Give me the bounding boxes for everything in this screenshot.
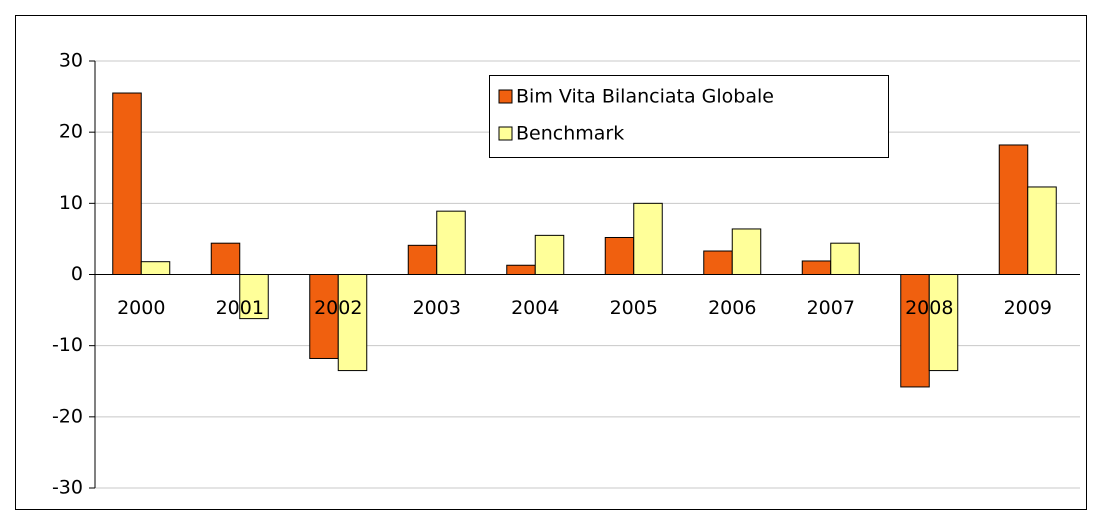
bar (337, 274, 368, 372)
y-tick-label: 0 (71, 263, 83, 285)
bar (407, 244, 438, 276)
y-tick-label: -10 (52, 334, 83, 356)
x-tick-label: 2004 (511, 297, 559, 319)
legend-box (489, 75, 889, 158)
legend-label: Benchmark (516, 123, 624, 145)
x-tick-label: 2002 (314, 297, 362, 319)
bar (900, 274, 930, 388)
x-tick-label: 2008 (905, 297, 953, 319)
x-tick-label: 2001 (216, 297, 264, 319)
y-tick-label: 10 (59, 192, 83, 214)
bar (436, 210, 466, 275)
x-tick-label: 2006 (708, 297, 756, 319)
y-tick-label: 20 (59, 121, 83, 143)
x-tick-label: 2003 (413, 297, 461, 319)
x-tick-label: 2005 (610, 297, 658, 319)
bar (703, 250, 733, 275)
y-tick-label: 30 (59, 50, 83, 72)
bar (140, 261, 171, 276)
legend-swatch (498, 126, 513, 141)
bar (801, 260, 832, 275)
y-tick-label: -20 (52, 405, 83, 427)
legend-swatch (498, 89, 513, 104)
bar (210, 242, 241, 275)
x-tick-label: 2000 (117, 297, 165, 319)
legend-label: Bim Vita Bilanciata Globale (516, 86, 774, 108)
x-tick-label: 2007 (807, 297, 855, 319)
bar (534, 234, 565, 276)
bar (830, 242, 860, 275)
bar (928, 274, 959, 372)
bar (506, 264, 536, 275)
bar (1027, 186, 1057, 275)
bar (112, 92, 142, 276)
bar (731, 228, 762, 276)
bar (604, 236, 635, 275)
bar (998, 144, 1029, 275)
x-tick-label: 2009 (1004, 297, 1052, 319)
bar (633, 202, 663, 275)
y-tick-label: -30 (52, 477, 83, 499)
bar (309, 274, 339, 359)
